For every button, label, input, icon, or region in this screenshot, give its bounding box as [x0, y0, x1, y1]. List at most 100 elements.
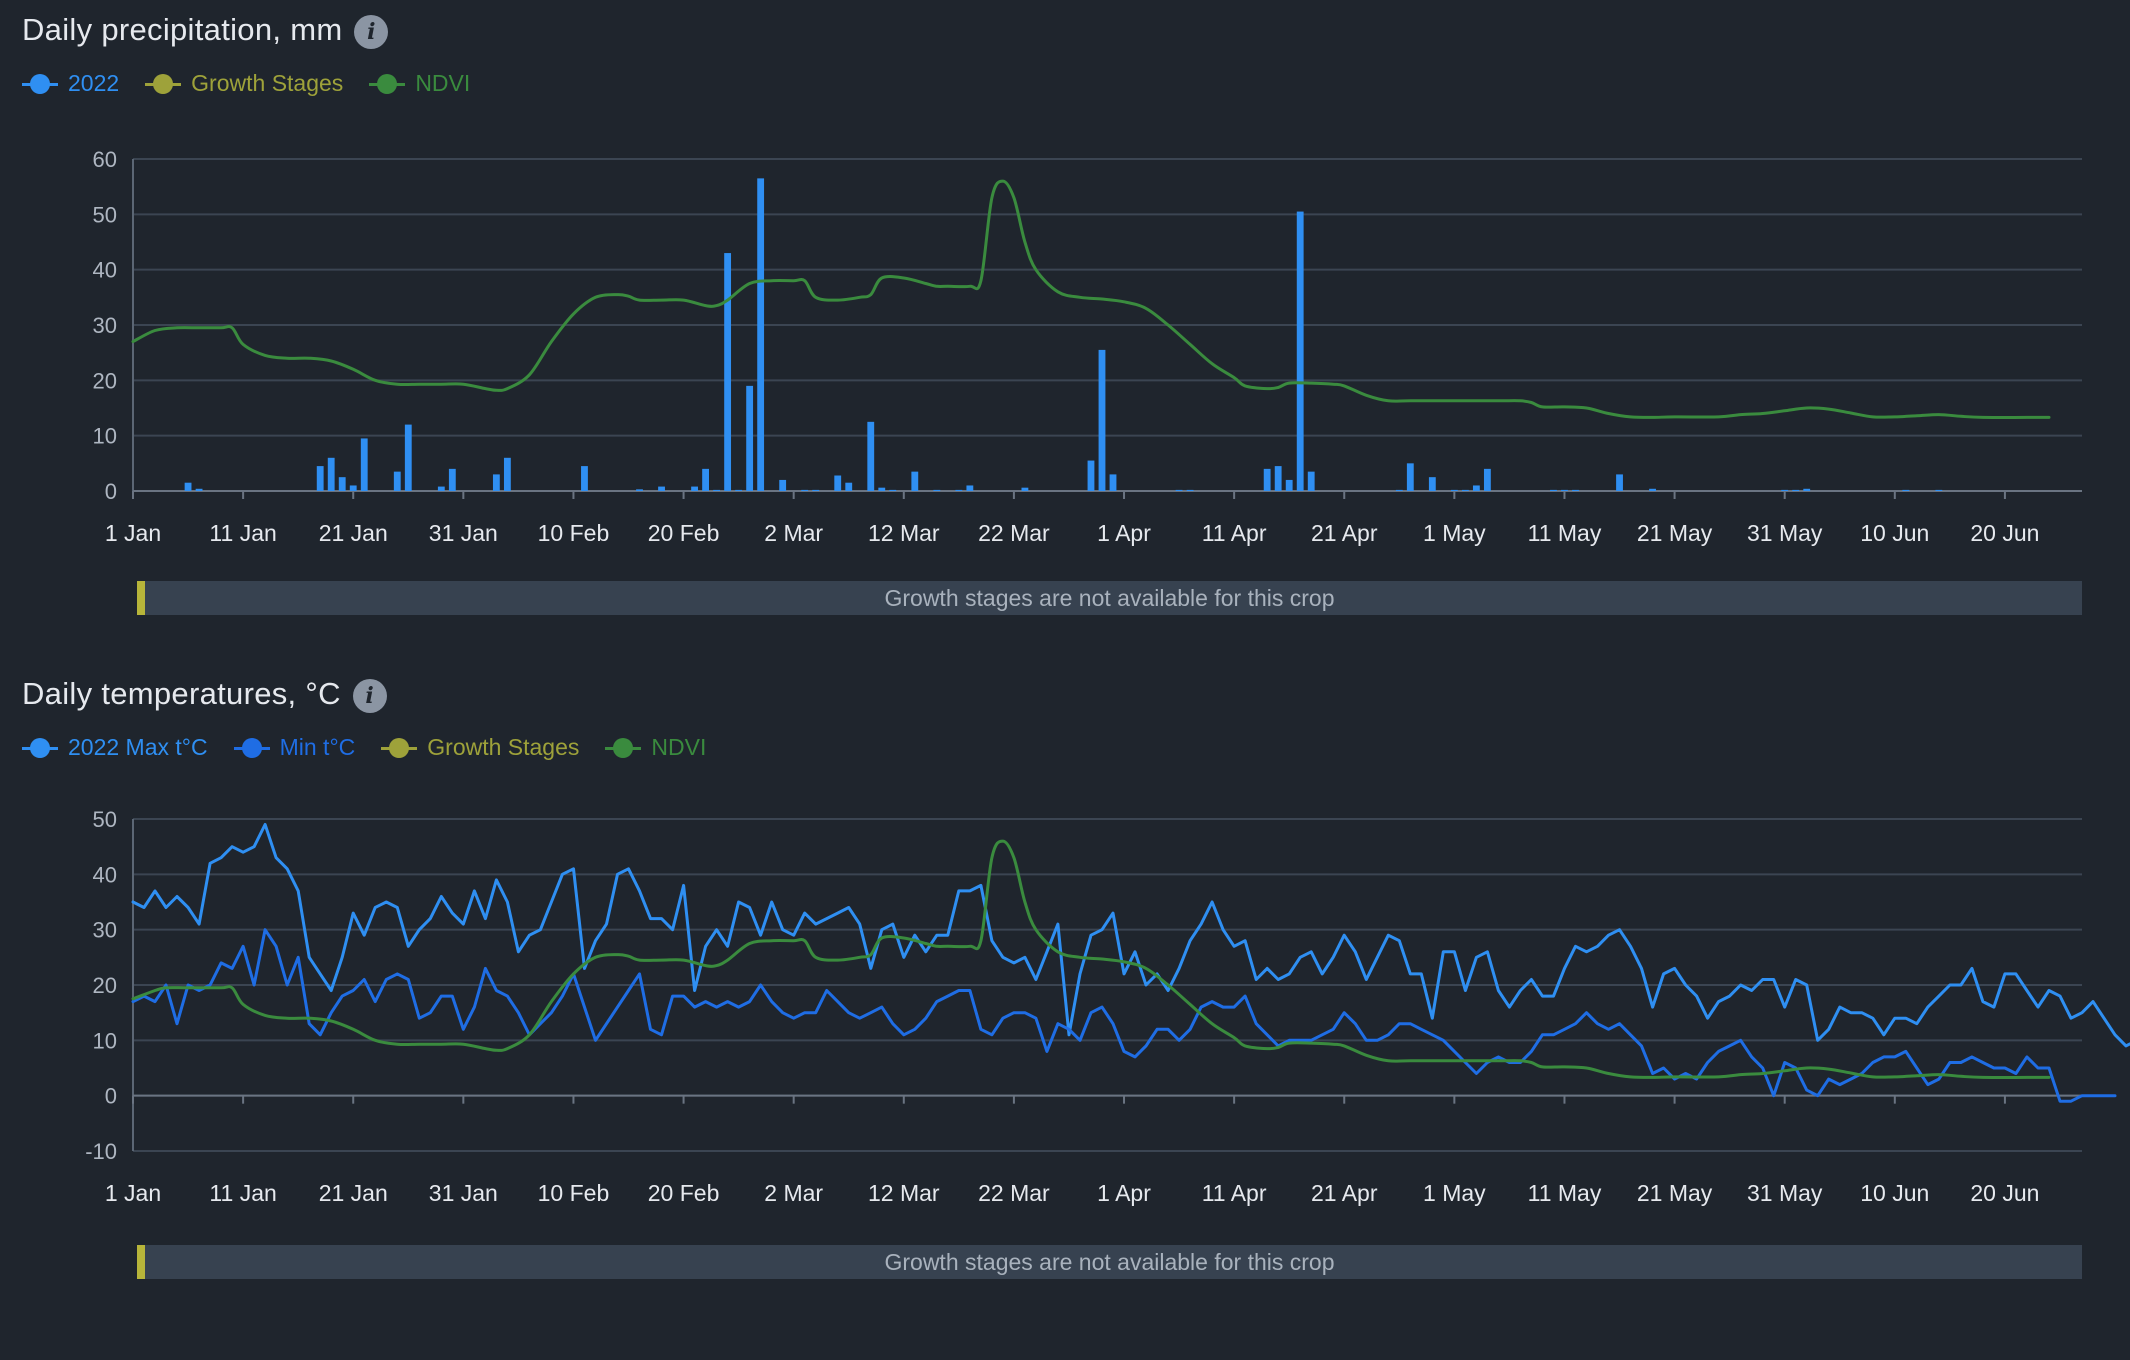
legend-item-max-temp[interactable]: 2022 Max t°C [22, 734, 208, 761]
legend-item-min-temp[interactable]: Min t°C [233, 734, 356, 761]
precip-bar [1098, 349, 1106, 491]
precip-bar [1483, 468, 1491, 491]
ndvi-line [131, 179, 2051, 419]
precip-bar [327, 457, 335, 491]
precip-bar [966, 485, 974, 491]
legend-label: NDVI [415, 70, 471, 96]
precip-bar [1550, 489, 1557, 491]
precipitation-chart: 0 10 20 30 40 50 60 1 Jan 11 Jan 21 Jan 31 Jan 10 F… [93, 147, 2082, 546]
precip-bar [1395, 489, 1403, 491]
precip-bar [1296, 211, 1304, 492]
x-tick-label: 21 Jan [319, 520, 388, 546]
precip-bar [1561, 489, 1568, 491]
precip-bar [1649, 488, 1656, 491]
x-tick-label: 31 Jan [429, 520, 498, 546]
precip-bar [779, 479, 787, 491]
y-tick-label: -10 [85, 1139, 117, 1164]
precipitation-panel: Daily precipitation, mm i 2022 Growth Sta… [0, 0, 2130, 640]
precip-bar [393, 471, 401, 491]
precip-bar [1781, 489, 1789, 491]
precip-bar [360, 438, 368, 491]
y-tick-label: 30 [93, 918, 117, 943]
precip-bar [316, 466, 324, 491]
x-tick-label: 1 May [1423, 1180, 1486, 1206]
x-tick-label: 11 Jan [209, 520, 276, 546]
y-tick-label: 50 [93, 202, 117, 227]
precip-bar [1307, 471, 1315, 491]
precip-bar [878, 487, 886, 491]
legend-item-ndvi[interactable]: NDVI [369, 70, 470, 97]
precip-bar [448, 468, 456, 491]
x-tick-label: 10 Feb [538, 520, 610, 546]
legend-label: Min t°C [279, 734, 356, 760]
x-tick-label: 12 Mar [868, 520, 940, 546]
y-tick-label: 0 [105, 1084, 117, 1109]
legend-label: Growth Stages [427, 734, 580, 760]
precip-bar [437, 486, 445, 491]
legend-item-ndvi[interactable]: NDVI [605, 734, 706, 761]
x-tick-label: 20 Feb [648, 1180, 720, 1206]
x-tick-label: 21 May [1637, 1180, 1713, 1206]
legend-item-2022[interactable]: 2022 [22, 70, 119, 97]
precip-bar [503, 457, 511, 491]
ndvi-line [131, 839, 2051, 1079]
legend-item-growth-stages[interactable]: Growth Stages [381, 734, 579, 761]
x-tick-label: 20 Jun [1970, 520, 2039, 546]
y-tick-label: 40 [93, 862, 117, 887]
x-tick-label: 11 May [1528, 1180, 1602, 1206]
precip-bar [955, 489, 963, 491]
x-tick-label: 20 Feb [648, 520, 720, 546]
y-tick-label: 50 [93, 807, 117, 832]
precip-bar [1803, 488, 1811, 491]
temperature-panel: Daily temperatures, °C i 2022 Max t°C Min… [0, 660, 2130, 1298]
precip-bar [933, 489, 941, 491]
precip-bar [1109, 474, 1117, 491]
growth-stage-marker [137, 581, 145, 615]
precip-bar [1186, 489, 1194, 491]
precip-bar [724, 253, 732, 491]
y-tick-label: 60 [93, 147, 117, 172]
x-tick-label: 21 May [1637, 520, 1713, 546]
precip-bar [1285, 479, 1293, 491]
precip-bar [911, 471, 919, 491]
x-tick-label: 2 Mar [764, 1180, 823, 1206]
legend-label: NDVI [651, 734, 707, 760]
x-tick-label: 10 Feb [538, 1180, 610, 1206]
x-tick-label: 31 Jan [429, 1180, 498, 1206]
y-tick-label: 10 [93, 1028, 117, 1053]
precip-bar [1406, 463, 1414, 491]
precip-bar [1428, 477, 1436, 491]
x-tick-label: 22 Mar [978, 520, 1050, 546]
x-tick-label: 11 Apr [1202, 520, 1267, 546]
precip-bar [845, 482, 853, 491]
precip-bar [757, 178, 765, 491]
precip-bar [867, 421, 875, 491]
precip-bar [1616, 474, 1623, 491]
x-tick-label: 11 May [1528, 520, 1602, 546]
growth-stages-note: Growth stages are not available for this… [884, 585, 1335, 611]
x-tick-label: 1 May [1423, 520, 1486, 546]
max-temp-line [131, 823, 2130, 1048]
legend-marker-icon [369, 73, 406, 95]
temp-title-text: Daily temperatures, °C [22, 676, 341, 711]
chart-title: Daily temperatures, °C i [22, 676, 387, 713]
legend-marker-icon [381, 737, 418, 759]
growth-stages-bar: Growth stages are not available for this… [137, 581, 2082, 615]
info-icon[interactable]: i [354, 14, 389, 49]
y-tick-label: 0 [105, 479, 117, 504]
y-tick-label: 30 [93, 313, 117, 338]
legend-item-growth-stages[interactable]: Growth Stages [145, 70, 343, 97]
precip-bar [713, 489, 721, 491]
precip-bar [1450, 489, 1458, 491]
legend-marker-icon [233, 737, 270, 759]
precip-bar [812, 489, 820, 491]
growth-stage-marker [137, 1245, 145, 1279]
x-tick-label: 1 Jan [105, 1180, 161, 1206]
x-tick-label: 11 Apr [1202, 1180, 1267, 1206]
legend: 2022 Max t°C Min t°C Growth Stages NDVI [22, 734, 706, 761]
precip-bar [404, 424, 412, 491]
info-icon[interactable]: i [352, 678, 387, 713]
precip-bar [1572, 489, 1579, 491]
precip-bar [735, 489, 743, 491]
x-tick-label: 1 Apr [1097, 520, 1151, 546]
